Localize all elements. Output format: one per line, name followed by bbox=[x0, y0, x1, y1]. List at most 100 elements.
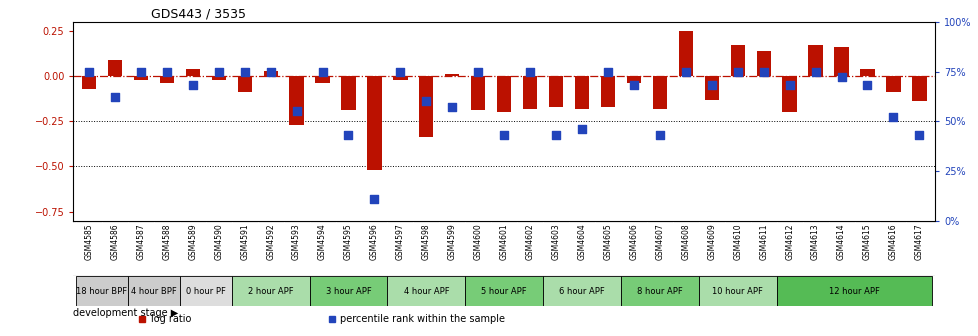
Text: GSM4605: GSM4605 bbox=[602, 223, 612, 260]
Point bbox=[859, 83, 874, 88]
Text: GSM4590: GSM4590 bbox=[214, 223, 223, 260]
Point bbox=[911, 132, 926, 138]
Text: 8 hour APF: 8 hour APF bbox=[637, 287, 682, 296]
Point bbox=[678, 69, 693, 74]
Bar bbox=[211, 76, 226, 80]
Bar bbox=[730, 45, 744, 76]
Text: 2 hour APF: 2 hour APF bbox=[247, 287, 293, 296]
Bar bbox=[465, 276, 543, 306]
Point bbox=[133, 69, 149, 74]
Bar bbox=[776, 276, 931, 306]
Bar bbox=[367, 76, 381, 170]
Text: GSM4603: GSM4603 bbox=[551, 223, 560, 260]
Bar bbox=[159, 76, 174, 83]
Point bbox=[289, 109, 304, 114]
Bar bbox=[186, 69, 200, 76]
Point bbox=[469, 69, 485, 74]
Point bbox=[107, 95, 122, 100]
Point bbox=[496, 132, 511, 138]
Text: GSM4596: GSM4596 bbox=[370, 223, 378, 260]
Text: GSM4591: GSM4591 bbox=[240, 223, 249, 260]
Bar bbox=[82, 76, 96, 89]
Point bbox=[807, 69, 822, 74]
Point bbox=[755, 69, 771, 74]
Bar bbox=[238, 76, 251, 92]
Point bbox=[600, 69, 615, 74]
Text: GSM4609: GSM4609 bbox=[706, 223, 716, 260]
Text: GSM4595: GSM4595 bbox=[343, 223, 353, 260]
Point bbox=[210, 69, 226, 74]
Text: GSM4608: GSM4608 bbox=[681, 223, 689, 260]
Bar bbox=[522, 76, 537, 109]
Point bbox=[781, 83, 797, 88]
Bar bbox=[470, 76, 485, 110]
Text: 3 hour APF: 3 hour APF bbox=[326, 287, 371, 296]
Bar bbox=[232, 276, 309, 306]
Point bbox=[158, 69, 174, 74]
Point bbox=[392, 69, 408, 74]
Text: GSM4599: GSM4599 bbox=[447, 223, 457, 260]
Text: GSM4613: GSM4613 bbox=[810, 223, 820, 260]
Point bbox=[522, 69, 538, 74]
Text: GSM4616: GSM4616 bbox=[888, 223, 897, 260]
Text: GSM4612: GSM4612 bbox=[784, 223, 793, 260]
Text: GSM4601: GSM4601 bbox=[499, 223, 509, 260]
Text: percentile rank within the sample: percentile rank within the sample bbox=[340, 314, 505, 324]
Text: GSM4585: GSM4585 bbox=[84, 223, 94, 260]
Text: GSM4606: GSM4606 bbox=[629, 223, 638, 260]
Text: GSM4592: GSM4592 bbox=[266, 223, 275, 260]
Bar bbox=[341, 76, 355, 110]
Bar bbox=[704, 76, 718, 99]
Bar bbox=[315, 76, 330, 83]
Bar bbox=[543, 276, 620, 306]
Bar bbox=[445, 74, 459, 76]
Text: 10 hour APF: 10 hour APF bbox=[712, 287, 763, 296]
Text: GSM4594: GSM4594 bbox=[318, 223, 327, 260]
Text: 12 hour APF: 12 hour APF bbox=[828, 287, 879, 296]
Point bbox=[651, 132, 667, 138]
Bar bbox=[885, 76, 900, 92]
Text: GSM4586: GSM4586 bbox=[111, 223, 119, 260]
Text: GSM4598: GSM4598 bbox=[422, 223, 430, 260]
Bar bbox=[620, 276, 698, 306]
Point bbox=[81, 69, 97, 74]
Bar bbox=[833, 47, 848, 76]
Point bbox=[366, 196, 381, 201]
Point bbox=[418, 99, 433, 104]
Bar bbox=[309, 276, 387, 306]
Bar bbox=[393, 76, 407, 80]
Text: GDS443 / 3535: GDS443 / 3535 bbox=[151, 8, 245, 21]
Text: 0 hour PF: 0 hour PF bbox=[186, 287, 226, 296]
Text: 5 hour APF: 5 hour APF bbox=[481, 287, 526, 296]
Text: GSM4588: GSM4588 bbox=[162, 223, 171, 260]
Point bbox=[548, 132, 563, 138]
Point bbox=[703, 83, 719, 88]
Bar bbox=[860, 69, 873, 76]
Text: GSM4615: GSM4615 bbox=[862, 223, 871, 260]
Text: GSM4617: GSM4617 bbox=[913, 223, 923, 260]
Bar bbox=[626, 76, 641, 83]
Text: 4 hour BPF: 4 hour BPF bbox=[131, 287, 177, 296]
Point bbox=[314, 69, 330, 74]
Bar bbox=[549, 76, 562, 107]
Bar bbox=[263, 71, 278, 76]
Text: GSM4611: GSM4611 bbox=[758, 223, 768, 260]
Bar bbox=[497, 76, 511, 112]
Text: development stage ▶: development stage ▶ bbox=[73, 308, 179, 318]
Text: GSM4607: GSM4607 bbox=[654, 223, 664, 260]
Point bbox=[574, 126, 590, 132]
Text: GSM4614: GSM4614 bbox=[836, 223, 845, 260]
Point bbox=[237, 69, 252, 74]
Text: GSM4610: GSM4610 bbox=[733, 223, 741, 260]
Bar bbox=[911, 76, 925, 101]
Text: GSM4597: GSM4597 bbox=[395, 223, 405, 260]
Text: GSM4587: GSM4587 bbox=[136, 223, 146, 260]
Text: 4 hour APF: 4 hour APF bbox=[403, 287, 449, 296]
Point bbox=[626, 83, 642, 88]
Bar bbox=[574, 76, 589, 109]
Point bbox=[833, 75, 849, 80]
Bar bbox=[387, 276, 465, 306]
Point bbox=[262, 69, 278, 74]
Text: log ratio: log ratio bbox=[151, 314, 191, 324]
Point bbox=[185, 83, 200, 88]
